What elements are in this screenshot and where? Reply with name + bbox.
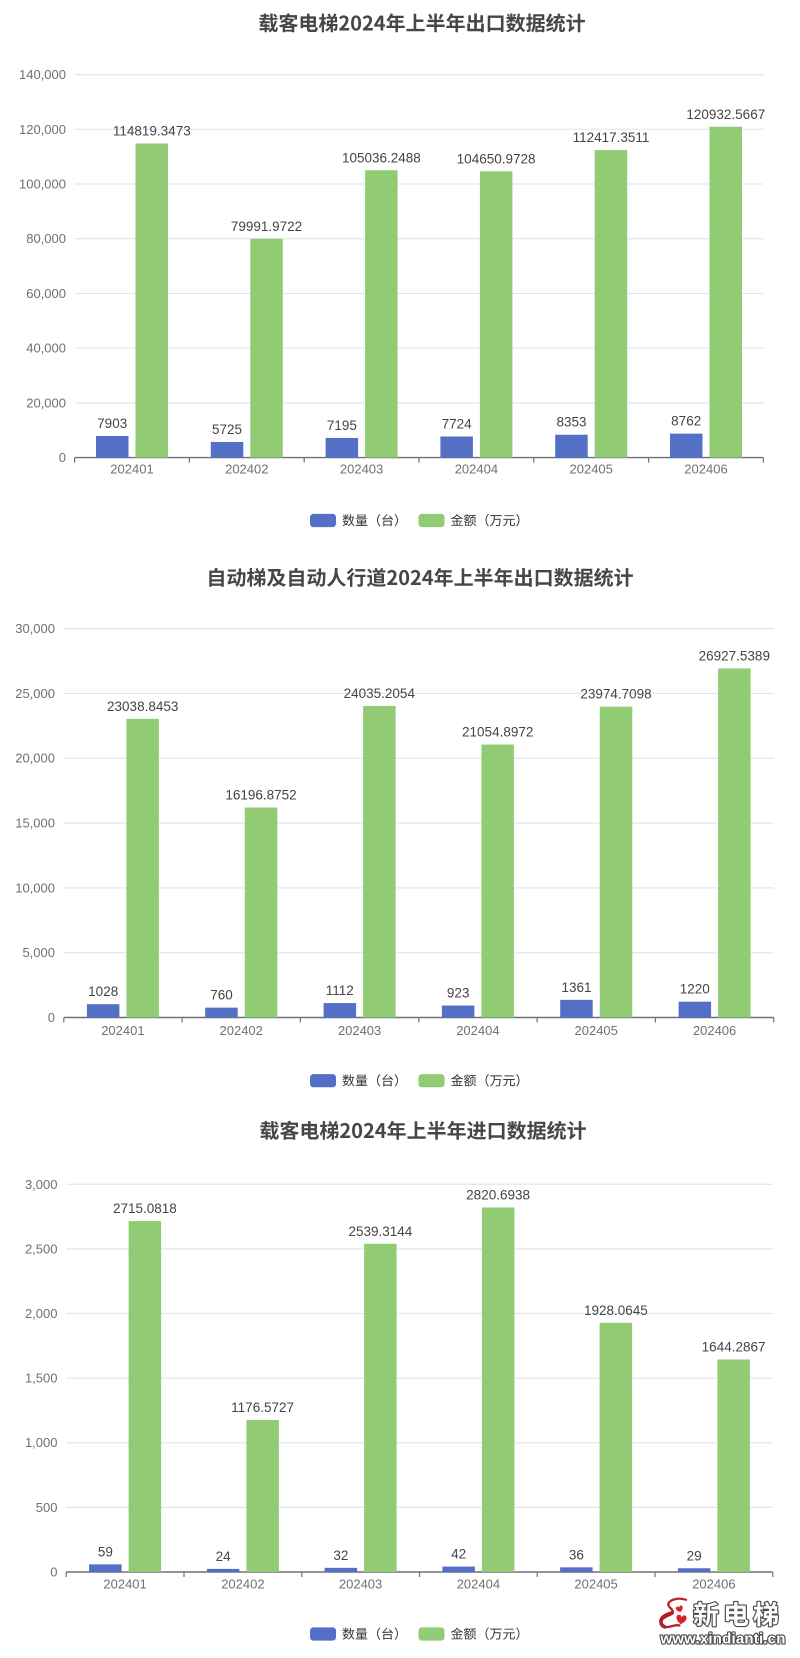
svg-text:23974.7098: 23974.7098 <box>580 687 651 702</box>
svg-text:36: 36 <box>569 1547 584 1562</box>
svg-text:23038.8453: 23038.8453 <box>107 699 178 714</box>
svg-text:760: 760 <box>210 988 233 1003</box>
svg-text:20,000: 20,000 <box>15 751 55 766</box>
svg-text:15,000: 15,000 <box>15 816 55 831</box>
svg-text:www.xindianti.cn: www.xindianti.cn <box>659 1631 785 1648</box>
svg-text:80,000: 80,000 <box>26 231 66 246</box>
svg-text:1361: 1361 <box>561 980 591 995</box>
svg-text:59: 59 <box>98 1544 113 1559</box>
svg-text:202405: 202405 <box>575 1023 618 1038</box>
svg-text:24: 24 <box>216 1549 232 1564</box>
svg-text:1644.2867: 1644.2867 <box>702 1340 766 1355</box>
svg-text:1,000: 1,000 <box>25 1435 58 1450</box>
svg-text:16196.8752: 16196.8752 <box>225 788 296 803</box>
svg-text:32: 32 <box>333 1548 348 1563</box>
svg-text:7903: 7903 <box>97 416 127 431</box>
svg-text:1928.0645: 1928.0645 <box>584 1303 648 1318</box>
svg-text:202401: 202401 <box>101 1023 144 1038</box>
svg-text:2539.3144: 2539.3144 <box>348 1224 412 1239</box>
svg-text:120932.5667: 120932.5667 <box>686 107 765 122</box>
svg-text:2,500: 2,500 <box>25 1241 58 1256</box>
svg-text:202404: 202404 <box>455 462 498 477</box>
svg-text:202403: 202403 <box>338 1023 381 1038</box>
svg-text:202404: 202404 <box>456 1023 499 1038</box>
svg-text:202405: 202405 <box>570 462 613 477</box>
svg-text:1220: 1220 <box>680 982 710 997</box>
svg-text:24035.2054: 24035.2054 <box>344 686 416 701</box>
svg-text:60,000: 60,000 <box>26 286 66 301</box>
svg-text:202403: 202403 <box>339 1577 382 1592</box>
svg-text:202405: 202405 <box>574 1577 617 1592</box>
svg-text:8762: 8762 <box>671 414 701 429</box>
svg-text:1028: 1028 <box>88 984 118 999</box>
svg-text:79991.9722: 79991.9722 <box>231 219 302 234</box>
svg-text:40,000: 40,000 <box>26 341 66 356</box>
svg-text:26927.5389: 26927.5389 <box>699 648 770 663</box>
svg-text:0: 0 <box>59 450 66 465</box>
svg-text:7195: 7195 <box>327 418 357 433</box>
svg-text:21054.8972: 21054.8972 <box>462 725 533 740</box>
svg-text:25,000: 25,000 <box>15 686 55 701</box>
svg-text:5,000: 5,000 <box>22 945 55 960</box>
svg-text:202402: 202402 <box>221 1577 264 1592</box>
svg-text:923: 923 <box>447 986 470 1001</box>
svg-text:3,000: 3,000 <box>25 1177 58 1192</box>
svg-text:202406: 202406 <box>684 462 727 477</box>
svg-text:8353: 8353 <box>556 415 586 430</box>
svg-text:1,500: 1,500 <box>25 1371 58 1386</box>
svg-text:202402: 202402 <box>225 462 268 477</box>
svg-text:140,000: 140,000 <box>19 67 66 82</box>
svg-text:20,000: 20,000 <box>26 395 66 410</box>
svg-text:120,000: 120,000 <box>19 122 66 137</box>
svg-text:500: 500 <box>36 1500 58 1515</box>
svg-text:5725: 5725 <box>212 422 242 437</box>
svg-text:10,000: 10,000 <box>15 880 55 895</box>
svg-text:0: 0 <box>50 1565 57 1580</box>
svg-text:42: 42 <box>451 1547 466 1562</box>
svg-text:1176.5727: 1176.5727 <box>231 1400 294 1415</box>
svg-text:2,000: 2,000 <box>25 1306 58 1321</box>
svg-text:30,000: 30,000 <box>15 621 55 636</box>
svg-text:2820.6938: 2820.6938 <box>466 1187 530 1202</box>
svg-text:100,000: 100,000 <box>19 177 66 192</box>
svg-text:202403: 202403 <box>340 462 383 477</box>
svg-text:0: 0 <box>48 1010 55 1025</box>
svg-text:202404: 202404 <box>457 1577 500 1592</box>
svg-text:202406: 202406 <box>692 1577 735 1592</box>
svg-text:202402: 202402 <box>220 1023 263 1038</box>
svg-text:112417.3511: 112417.3511 <box>573 130 650 145</box>
svg-text:29: 29 <box>687 1548 702 1563</box>
svg-text:105036.2488: 105036.2488 <box>342 150 421 165</box>
svg-text:202401: 202401 <box>110 462 153 477</box>
svg-text:104650.9728: 104650.9728 <box>457 151 536 166</box>
svg-text:202406: 202406 <box>693 1023 736 1038</box>
svg-text:1112: 1112 <box>326 983 354 998</box>
svg-text:7724: 7724 <box>442 417 473 432</box>
svg-text:2715.0818: 2715.0818 <box>113 1201 177 1216</box>
svg-text:202401: 202401 <box>103 1577 146 1592</box>
svg-text:114819.3473: 114819.3473 <box>113 124 191 139</box>
